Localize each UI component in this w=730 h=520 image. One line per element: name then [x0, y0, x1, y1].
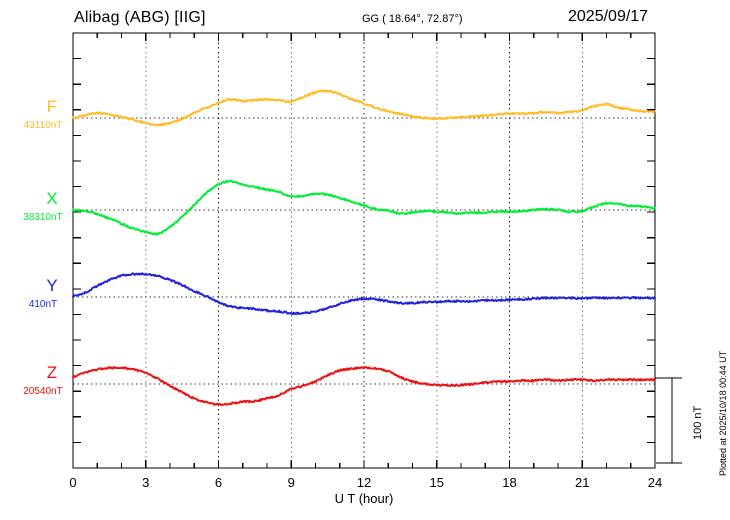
component-baseline-z: 20540nT: [23, 386, 62, 397]
component-baseline-f: 43110nT: [24, 120, 63, 131]
plotted-timestamp: Plotted at 2025/10/18 00:44 UT: [718, 350, 728, 476]
component-label-y: Y: [46, 276, 57, 295]
scale-bar: [655, 377, 682, 464]
scale-bar-label: 100 nT: [692, 405, 704, 440]
component-baseline-y: 410nT: [29, 299, 57, 310]
x-tick-label: 12: [357, 475, 371, 490]
geographic-coordinates: GG ( 18.64°, 72.87°): [362, 13, 463, 25]
component-labels: F 43110nT X 38310nT Y 410nT Z 20540nT: [23, 97, 62, 397]
grid-lines: [145, 33, 583, 468]
x-axis-label: U T (hour): [335, 491, 394, 506]
x-tick-label: 6: [215, 475, 222, 490]
x-tick-labels: 0 3 6 9 12 15 18 21 24: [69, 475, 662, 490]
observation-date: 2025/09/17: [568, 8, 649, 25]
x-tick-label: 0: [69, 475, 76, 490]
x-tick-label: 21: [575, 475, 589, 490]
x-tick-label: 18: [502, 475, 516, 490]
axis-ticks: [72, 33, 656, 468]
x-tick-label: 3: [142, 475, 149, 490]
component-label-z: Z: [47, 363, 57, 382]
x-tick-label: 15: [430, 475, 444, 490]
component-label-f: F: [47, 97, 57, 116]
page-title: Alibag (ABG) [IIG]: [74, 9, 206, 26]
x-tick-label: 9: [288, 475, 295, 490]
component-label-x: X: [46, 189, 57, 208]
data-traces: [72, 89, 656, 407]
component-baseline-x: 38310nT: [23, 212, 62, 223]
x-tick-label: 24: [648, 475, 662, 490]
